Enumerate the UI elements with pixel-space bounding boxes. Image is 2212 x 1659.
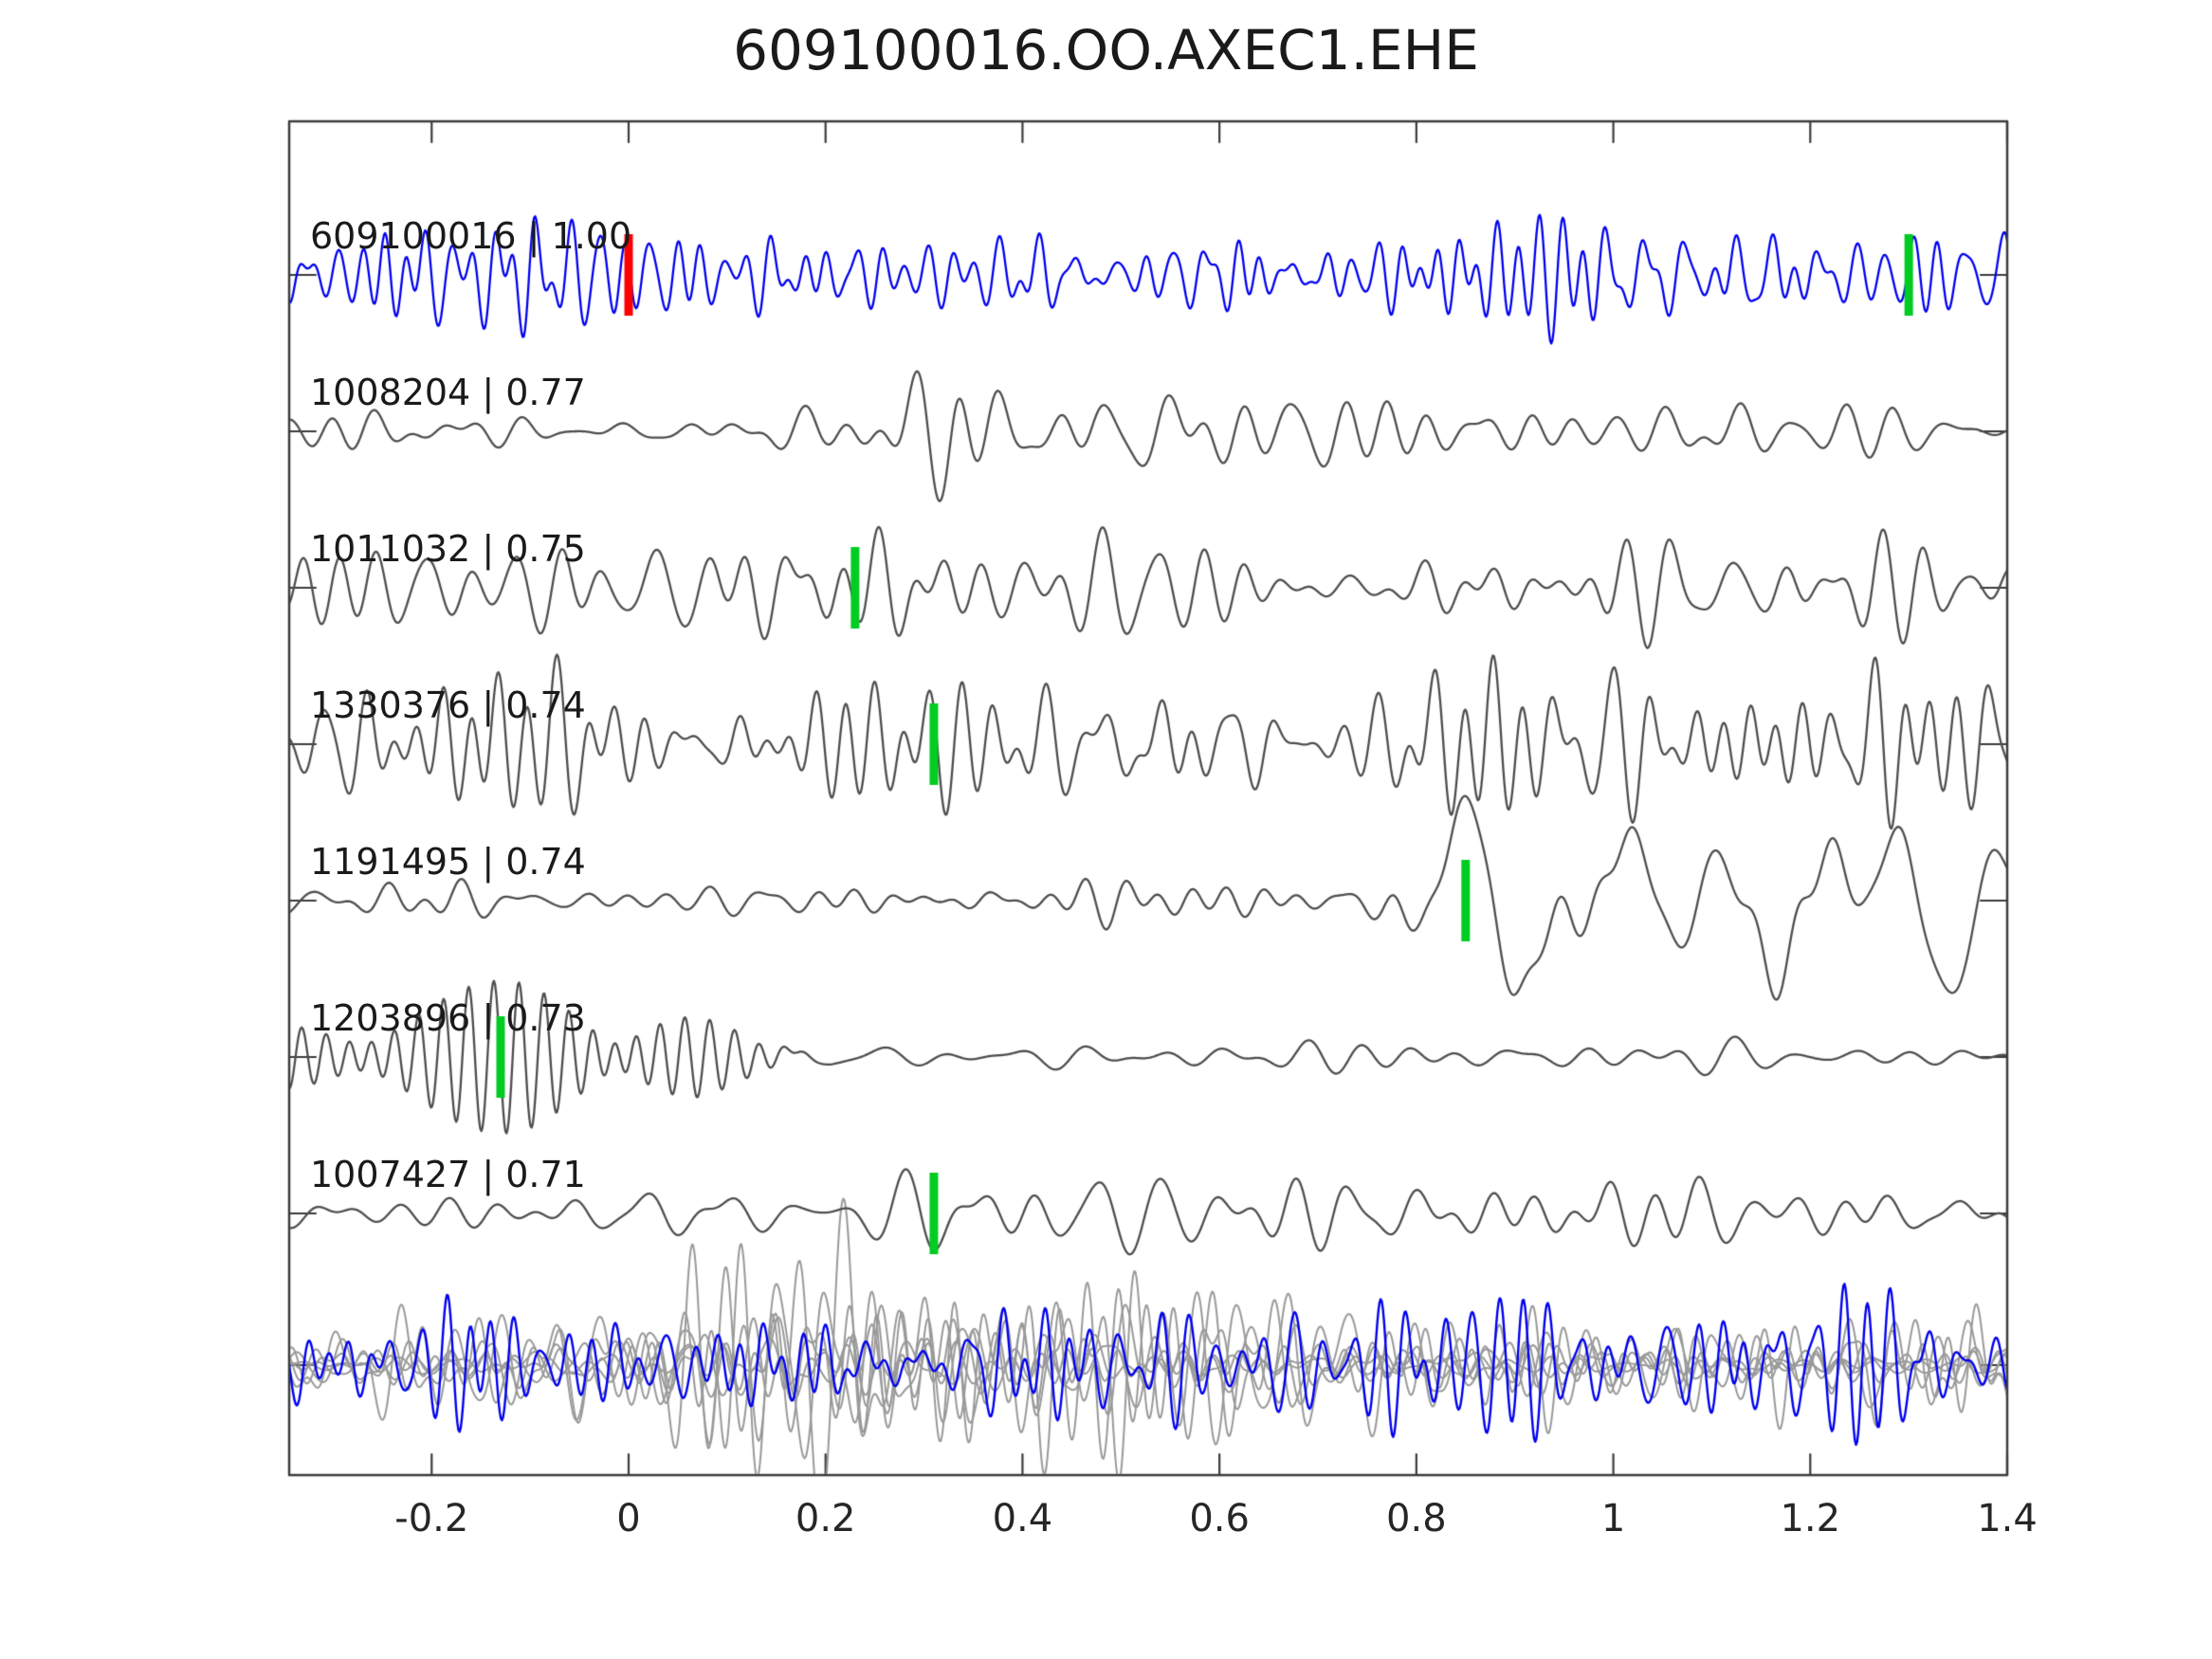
trace-label-1007427: 1007427 | 0.71 <box>310 1154 586 1195</box>
x-tick-label: 0.2 <box>795 1497 856 1540</box>
plot-title: 609100016.OO.AXEC1.EHE <box>733 18 1479 82</box>
trace-label-1203896: 1203896 | 0.73 <box>310 997 586 1039</box>
x-tick-label: -0.2 <box>394 1497 469 1540</box>
trace-label-1330376: 1330376 | 0.74 <box>310 684 586 726</box>
x-tick-label: 0.6 <box>1189 1497 1250 1540</box>
x-tick-label: 1.4 <box>1977 1497 2038 1540</box>
x-tick-label: 1 <box>1600 1497 1626 1540</box>
x-tick-label: 0.8 <box>1386 1497 1447 1540</box>
x-tick-label: 0 <box>616 1497 641 1540</box>
trace-label-1008204: 1008204 | 0.77 <box>310 372 586 413</box>
x-tick-label: 1.2 <box>1780 1497 1841 1540</box>
x-tick-label: 0.4 <box>992 1497 1053 1540</box>
trace-label-1011032: 1011032 | 0.75 <box>310 528 586 570</box>
trace-label-609100016: 609100016 | 1.00 <box>310 215 632 257</box>
trace-label-1191495: 1191495 | 0.74 <box>310 841 586 883</box>
